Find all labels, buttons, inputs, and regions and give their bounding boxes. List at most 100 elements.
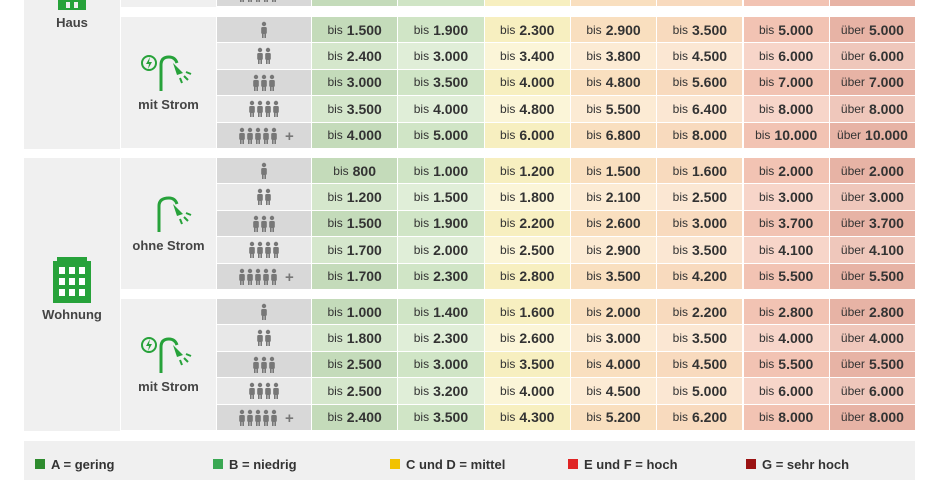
amount: 3.700: [868, 215, 904, 232]
persons-icon: [249, 100, 279, 118]
amount: 2.400: [346, 48, 382, 65]
amount: 2.300: [433, 330, 469, 347]
persons-cell: +: [217, 0, 311, 6]
amount: 2.000: [433, 241, 469, 258]
group-label-cell: [121, 0, 216, 7]
value-cell: über 6.000: [829, 378, 916, 404]
amount: 3.000: [346, 74, 382, 91]
plus: +: [285, 128, 294, 145]
amount: 5.200: [605, 409, 641, 426]
value-cell: bis 4.100: [743, 237, 829, 263]
amount: 3.500: [346, 100, 382, 117]
value-cell: bis 1.200: [312, 184, 398, 210]
amount: 8.000: [868, 409, 904, 426]
amount: 7.000: [778, 74, 814, 91]
amount: 1.700: [346, 268, 382, 285]
value-cell: bis 8.000: [743, 96, 829, 122]
value-cell: bis 6.800: [570, 122, 657, 148]
prefix: bis: [672, 331, 688, 346]
prefix: bis: [758, 331, 775, 346]
prefix: bis: [586, 357, 602, 372]
amount: 2.600: [519, 330, 555, 347]
value-cell: bis 5.500: [743, 351, 829, 378]
value-cell: bis 800: [312, 158, 398, 184]
prefix: bis: [413, 49, 430, 64]
prefix: über: [840, 101, 865, 116]
value-cell: bis 3.000: [312, 69, 398, 96]
prefix: bis: [672, 75, 688, 90]
amount: 5.000: [868, 21, 904, 38]
amount: 5.000: [433, 127, 469, 144]
section-label: Wohnung: [42, 306, 102, 322]
amount: 800: [352, 162, 376, 179]
prefix: bis: [327, 357, 343, 372]
value-cell: bis 2.500: [312, 351, 398, 378]
prefix: bis: [672, 49, 688, 64]
prefix: bis: [500, 331, 516, 346]
value-cell: bis 3.500: [657, 17, 743, 43]
value-cell: bis 2.500: [484, 237, 570, 263]
prefix: bis: [327, 242, 343, 257]
value-cell: bis 1.500: [312, 17, 398, 43]
value-cell: bis 1.600: [657, 158, 743, 184]
persons-icon: [261, 303, 267, 320]
prefix: bis: [413, 216, 430, 231]
value-cell: bis 5.000: [743, 17, 829, 43]
amount: 1.900: [433, 21, 469, 38]
amount: 3.200: [433, 382, 469, 399]
value-cell: bis 3.500: [657, 325, 743, 351]
value-cell: bis 3.400: [484, 43, 570, 69]
amount: 2.000: [778, 162, 814, 179]
amount: 5.000: [778, 21, 814, 38]
amount: 5.500: [605, 100, 641, 117]
legend-item: C und D = mittel: [390, 456, 505, 472]
value-cell: bis 4.000: [312, 122, 398, 148]
legend-swatch: [568, 459, 578, 469]
building-icon-wrap: [52, 256, 92, 303]
value-cell: über 7.000: [829, 69, 916, 96]
amount: 2.200: [691, 303, 728, 320]
amount: 3.500: [433, 74, 469, 91]
prefix: bis: [500, 128, 516, 143]
prefix: bis: [586, 410, 602, 425]
value-cell: bis 2.000: [398, 237, 484, 263]
amount: 3.500: [519, 356, 555, 373]
prefix: bis: [758, 304, 775, 319]
amount: 3.500: [691, 241, 728, 258]
value-cell: bis 3.500: [398, 69, 484, 96]
value-cell: bis 4.000: [484, 69, 570, 96]
persons-cell: [217, 69, 311, 96]
prefix: über: [840, 22, 865, 37]
prefix: bis: [758, 75, 775, 90]
value-cell: bis 8.000: [743, 404, 829, 430]
prefix: bis: [586, 128, 602, 143]
value-cell: über 4.000: [829, 325, 916, 351]
amount: 1.500: [346, 215, 382, 232]
persons-icon: +: [239, 268, 294, 286]
legend-item: E und F = hoch: [568, 456, 678, 472]
amount: 4.800: [519, 100, 555, 117]
value-cell: bis 3.000: [743, 184, 829, 210]
prefix: bis: [413, 128, 430, 143]
amount: 3.500: [691, 330, 728, 347]
value-cell: über 8.000: [829, 404, 916, 430]
prefix: über: [840, 242, 865, 257]
group-label-cell: ohne Strom: [121, 158, 216, 289]
amount: 4.300: [519, 409, 555, 426]
prefix: bis: [327, 22, 343, 37]
value-cell: bis 1.000: [312, 299, 398, 325]
value-cell: bis 2.400: [312, 43, 398, 69]
amount: 1.500: [433, 189, 469, 206]
amount: 3.800: [605, 48, 641, 65]
prefix: bis: [413, 190, 430, 205]
amount: 4.100: [868, 241, 904, 258]
amount: 4.500: [605, 382, 641, 399]
amount: 1.500: [346, 21, 382, 38]
value-cell: über 2.800: [829, 299, 916, 325]
prefix: bis: [758, 242, 775, 257]
prefix: über: [840, 190, 865, 205]
prefix: bis: [500, 49, 516, 64]
prefix: bis: [327, 190, 343, 205]
amount: 4.000: [519, 74, 555, 91]
